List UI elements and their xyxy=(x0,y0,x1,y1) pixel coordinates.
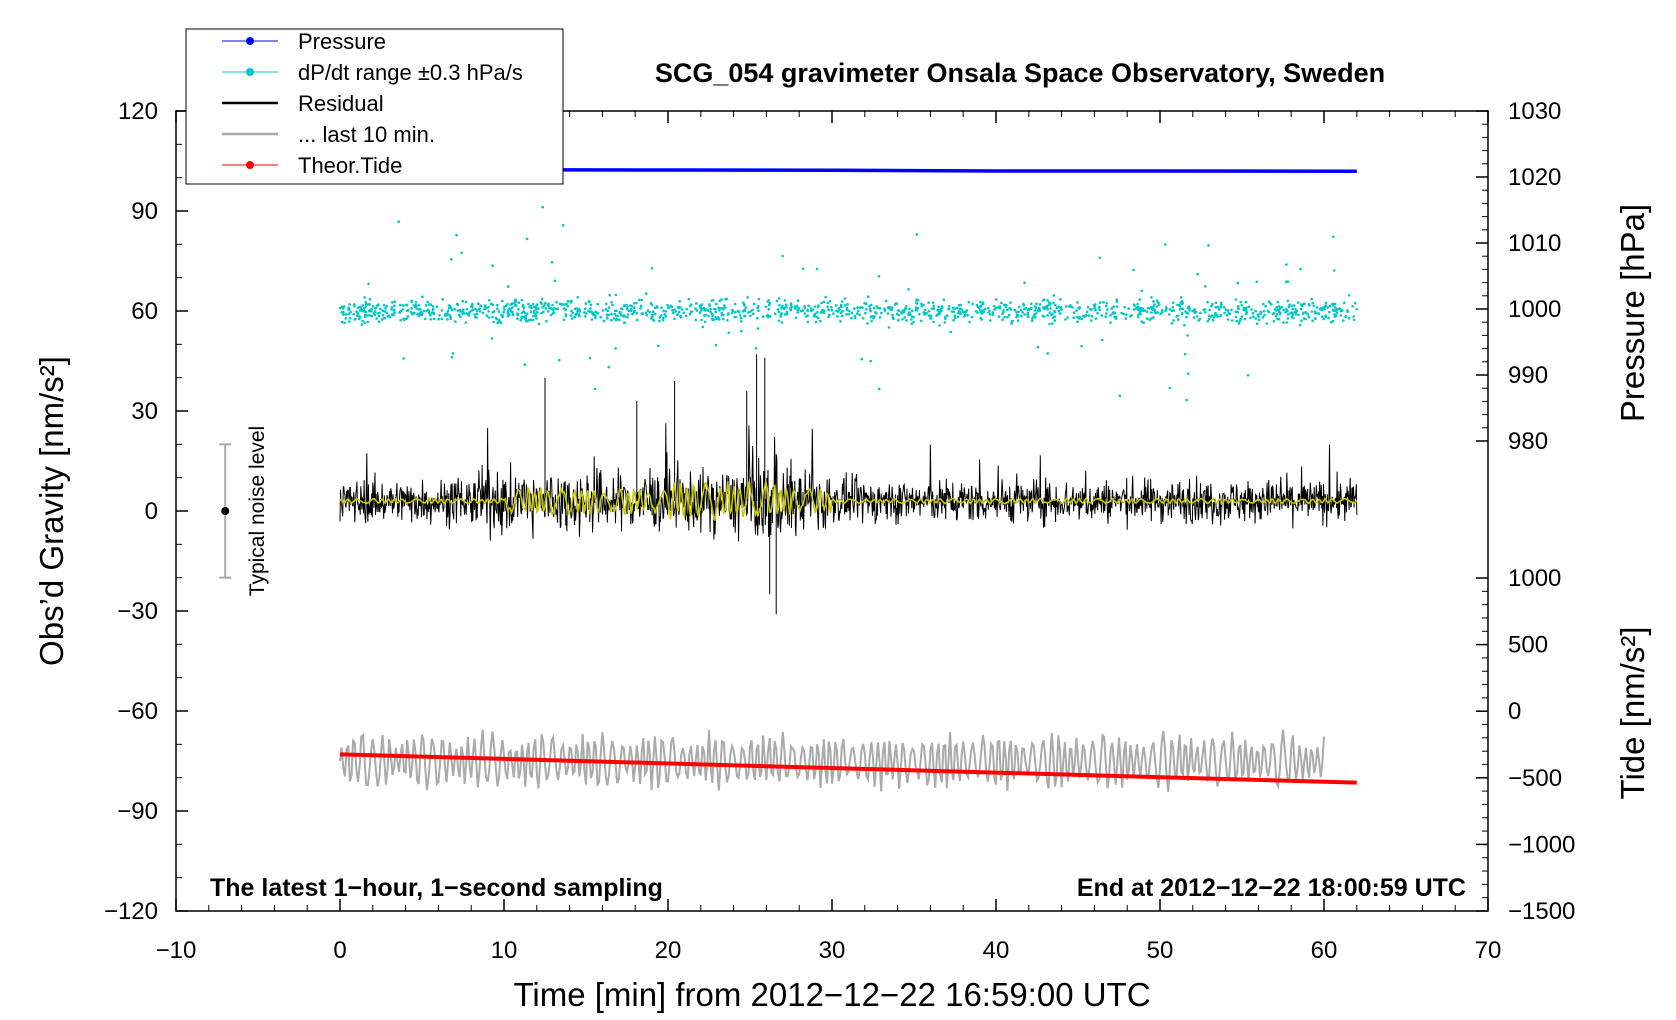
tide-tick-label: −1500 xyxy=(1508,898,1575,925)
y-tick-label-left: 120 xyxy=(118,98,158,125)
residual-line xyxy=(339,354,1358,615)
y-tick-label-left: −120 xyxy=(104,898,158,925)
residual-series xyxy=(339,354,1358,615)
residual-smoothed-line xyxy=(339,479,1358,521)
tide-tick-label: −500 xyxy=(1508,765,1562,792)
noise-bar-center xyxy=(221,507,230,515)
tide-tick-label: −1000 xyxy=(1508,831,1575,858)
tide-tick-label: 1000 xyxy=(1508,565,1561,592)
sampling-annotation: The latest 1−hour, 1−second sampling xyxy=(210,874,663,902)
x-axis-label: Time [min] from 2012−12−22 16:59:00 UTC xyxy=(513,976,1150,1013)
tide-axis-ticks: 1000 500 0 −500 −1000 −1500 xyxy=(1476,565,1575,925)
x-tick-label: 0 xyxy=(333,937,346,964)
pressure-tick-label: 990 xyxy=(1508,362,1548,389)
x-tick-label: 40 xyxy=(983,937,1010,964)
chart-title: SCG_054 gravimeter Onsala Space Observat… xyxy=(655,58,1385,88)
x-axis-ticks: −10 0 10 20 30 40 50 60 70 xyxy=(156,111,1502,964)
pressure-tick-label: 1000 xyxy=(1508,296,1561,323)
dpdt-points xyxy=(338,205,1358,402)
residual-smoothed-series xyxy=(339,479,1358,521)
noise-level-label: Typical noise level xyxy=(246,426,269,596)
left-axis-ticks: 120 90 60 30 0 −30 −60 −90 −120 xyxy=(104,98,188,925)
last-10-min-line xyxy=(339,729,1325,792)
x-tick-label: −10 xyxy=(156,937,197,964)
last-10-min-series xyxy=(339,729,1325,792)
dpdt-scatter xyxy=(338,205,1358,402)
legend-label: dP/dt range ±0.3 hPa/s xyxy=(298,60,523,85)
y-axis-label-pressure: Pressure [hPa] xyxy=(1614,204,1651,422)
tide-tick-label: 0 xyxy=(1508,698,1521,725)
legend-swatch-dot xyxy=(246,68,254,76)
x-tick-label: 30 xyxy=(819,937,846,964)
y-axis-label-tide: Tide [nm/s²] xyxy=(1614,627,1651,800)
end-time-annotation: End at 2012−12−22 18:00:59 UTC xyxy=(1077,874,1466,902)
pressure-tick-label: 1010 xyxy=(1508,230,1561,257)
theor-tide-line xyxy=(339,752,1357,785)
y-tick-label-left: −60 xyxy=(117,698,158,725)
tide-tick-label: 500 xyxy=(1508,632,1548,659)
x-tick-label: 50 xyxy=(1147,937,1174,964)
x-tick-label: 70 xyxy=(1475,937,1502,964)
y-tick-label-left: 0 xyxy=(145,498,158,525)
x-tick-label: 60 xyxy=(1311,937,1338,964)
y-axis-label-left: Obs’d Gravity [nm/s²] xyxy=(33,356,70,666)
legend-label: ... last 10 min. xyxy=(298,122,435,147)
legend-label: Residual xyxy=(298,91,384,116)
theor-tide-series xyxy=(339,752,1357,785)
legend-swatch-dot xyxy=(246,161,254,169)
y-tick-label-left: −30 xyxy=(117,598,158,625)
noise-level-bar xyxy=(219,443,232,579)
y-tick-label-left: 60 xyxy=(131,298,158,325)
legend: Pressure dP/dt range ±0.3 hPa/s Residual..… xyxy=(185,28,564,185)
legend-swatch-dot xyxy=(246,37,254,45)
legend-label: Pressure xyxy=(298,29,386,54)
legend-items: Pressure dP/dt range ±0.3 hPa/s Residual..… xyxy=(222,29,523,178)
legend-box xyxy=(185,28,564,185)
pressure-axis-ticks: 1030 1020 1010 1000 990 980 xyxy=(1476,98,1561,455)
y-tick-label-left: −90 xyxy=(117,798,158,825)
pressure-tick-label: 1030 xyxy=(1508,98,1561,125)
pressure-tick-label: 980 xyxy=(1508,428,1548,455)
y-tick-label-left: 90 xyxy=(131,198,158,225)
legend-label: Theor.Tide xyxy=(298,153,402,178)
x-tick-label: 10 xyxy=(491,937,518,964)
pressure-tick-label: 1020 xyxy=(1508,164,1561,191)
y-tick-label-left: 30 xyxy=(131,398,158,425)
x-tick-label: 20 xyxy=(655,937,682,964)
